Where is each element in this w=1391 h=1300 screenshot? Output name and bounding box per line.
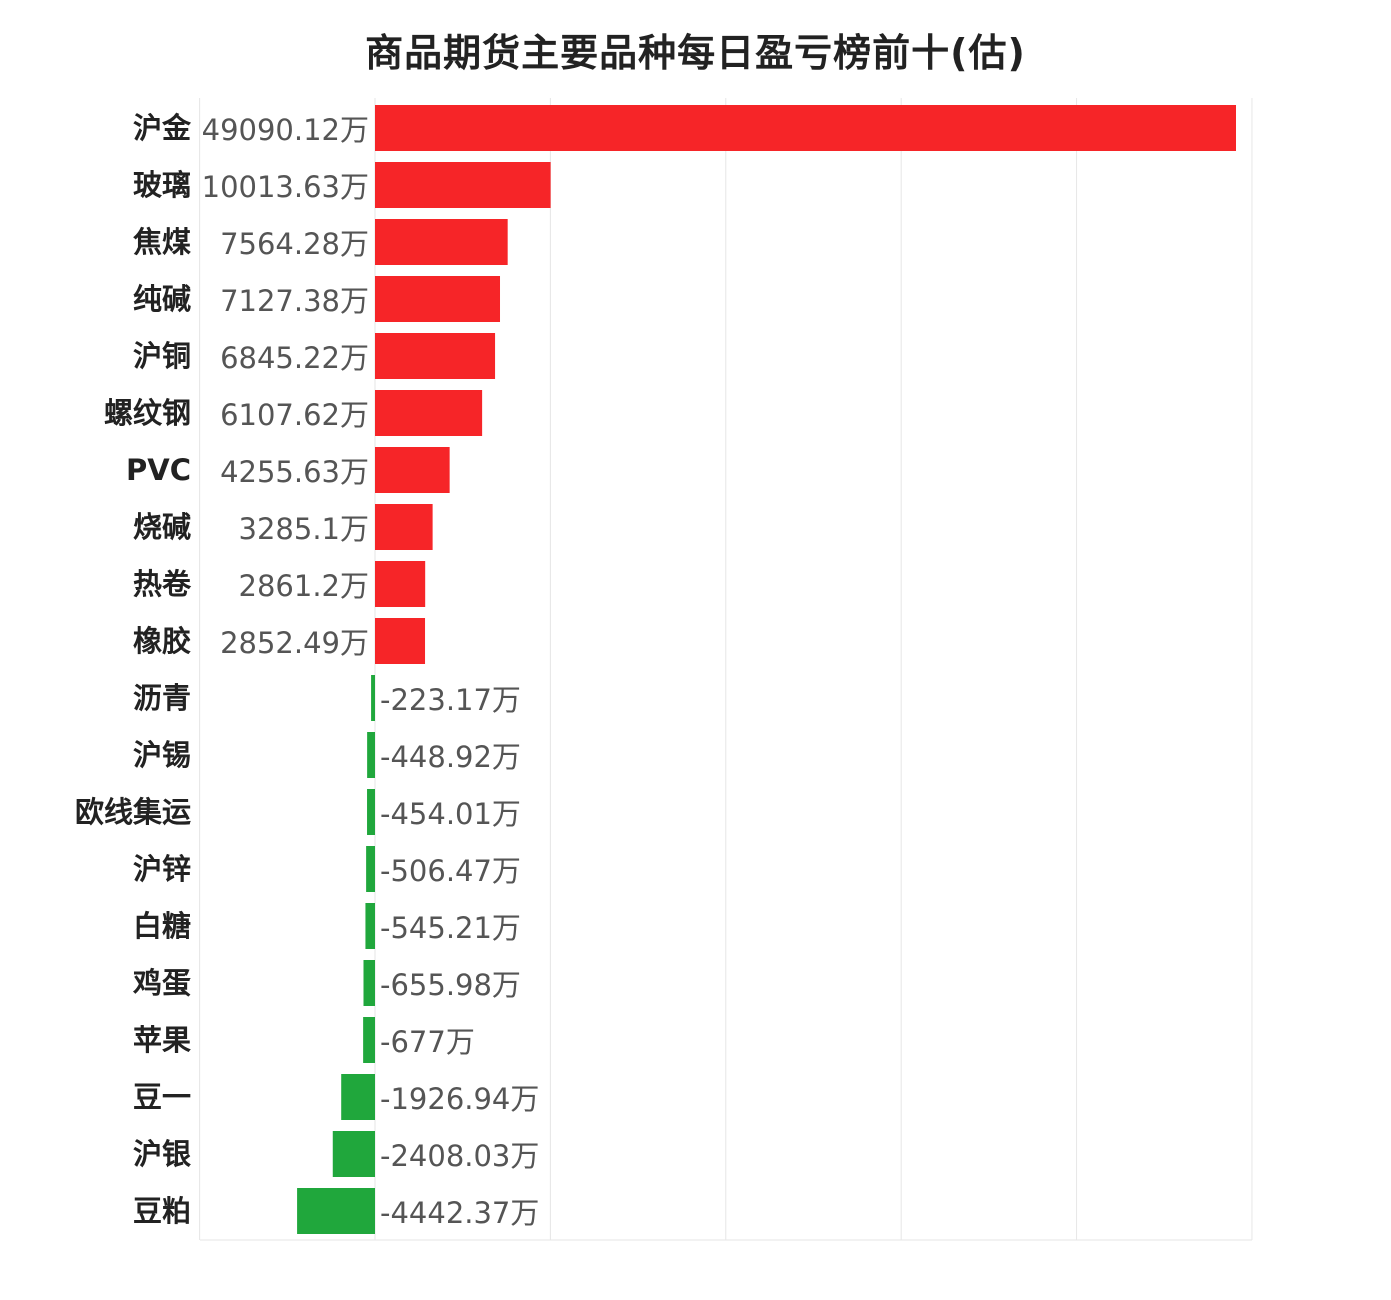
value-label: -2408.03万 bbox=[380, 1139, 539, 1173]
value-label: 7564.28万 bbox=[220, 227, 369, 261]
bar bbox=[365, 903, 375, 949]
bar bbox=[375, 219, 508, 265]
value-label: -677万 bbox=[380, 1025, 475, 1059]
value-label: 2852.49万 bbox=[220, 626, 369, 660]
category-label: 烧碱 bbox=[133, 510, 191, 544]
bar bbox=[375, 333, 496, 379]
bar bbox=[297, 1188, 375, 1234]
bar bbox=[375, 390, 483, 436]
category-label: 沥青 bbox=[133, 681, 191, 715]
value-label: 10013.63万 bbox=[202, 170, 369, 204]
value-label: -655.98万 bbox=[380, 968, 521, 1002]
bar bbox=[341, 1074, 375, 1120]
category-label: 豆粕 bbox=[133, 1194, 191, 1228]
category-label: 苹果 bbox=[133, 1023, 191, 1057]
bars bbox=[297, 105, 1236, 1234]
value-label: -4442.37万 bbox=[380, 1196, 539, 1230]
bar bbox=[375, 618, 426, 664]
bar bbox=[375, 105, 1236, 151]
category-label: 欧线集运 bbox=[75, 795, 191, 829]
bar bbox=[375, 504, 433, 550]
chart-title: 商品期货主要品种每日盈亏榜前十(估) bbox=[365, 31, 1026, 75]
bar bbox=[375, 561, 426, 607]
category-label: 沪银 bbox=[133, 1137, 191, 1171]
category-label: PVC bbox=[126, 453, 191, 487]
category-label: 热卷 bbox=[133, 567, 192, 601]
category-label: 鸡蛋 bbox=[133, 966, 191, 1000]
category-label: 沪金 bbox=[133, 111, 192, 145]
value-label: 3285.1万 bbox=[239, 512, 369, 546]
category-label: 豆一 bbox=[133, 1080, 191, 1114]
category-label: 玻璃 bbox=[133, 168, 191, 202]
category-label: 橡胶 bbox=[133, 624, 191, 658]
bar bbox=[375, 447, 450, 493]
bar bbox=[366, 846, 375, 892]
value-label: -506.47万 bbox=[380, 854, 521, 888]
bar bbox=[332, 1131, 375, 1177]
category-label: 螺纹钢 bbox=[104, 396, 191, 430]
category-label: 焦煤 bbox=[133, 225, 191, 259]
category-label: 沪铜 bbox=[133, 339, 191, 373]
value-label: 2861.2万 bbox=[239, 569, 369, 603]
bar bbox=[375, 162, 551, 208]
category-label: 纯碱 bbox=[133, 282, 191, 316]
bar bbox=[363, 1017, 375, 1063]
bar bbox=[363, 960, 375, 1006]
bar bbox=[375, 276, 501, 322]
value-label: -454.01万 bbox=[380, 797, 521, 831]
value-label: -1926.94万 bbox=[380, 1082, 539, 1116]
bar bbox=[367, 789, 375, 835]
value-label: -448.92万 bbox=[380, 740, 521, 774]
category-label: 沪锡 bbox=[133, 738, 191, 772]
value-label: 6845.22万 bbox=[220, 341, 369, 375]
grid-lines bbox=[199, 98, 1253, 1241]
category-label: 沪锌 bbox=[133, 852, 191, 886]
value-label: 4255.63万 bbox=[220, 455, 369, 489]
value-labels: 49090.12万 10013.63万 7564.28万 7127.38万 6845.2… bbox=[202, 113, 540, 1230]
bar bbox=[371, 675, 375, 721]
bar bbox=[367, 732, 375, 778]
value-label: 6107.62万 bbox=[220, 398, 369, 432]
value-label: 49090.12万 bbox=[202, 113, 369, 147]
value-label: -223.17万 bbox=[380, 683, 521, 717]
value-label: -545.21万 bbox=[380, 911, 521, 945]
value-label: 7127.38万 bbox=[220, 284, 369, 318]
category-label: 白糖 bbox=[133, 909, 191, 943]
